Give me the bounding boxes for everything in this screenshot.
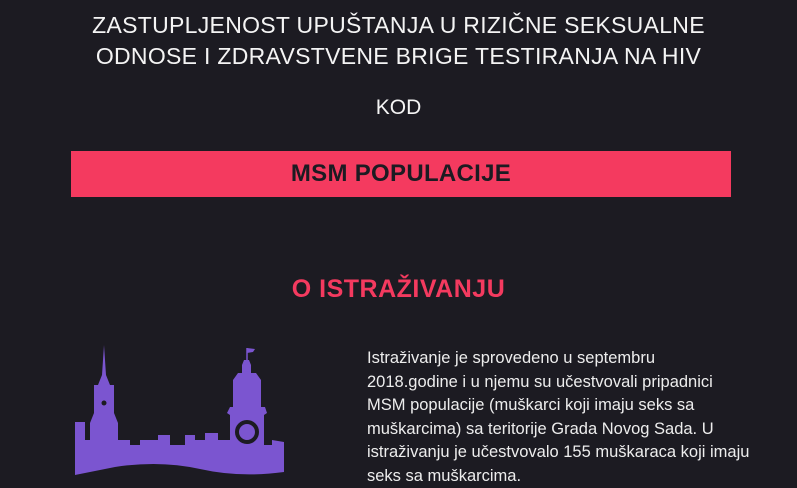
- paragraph-line: MSM populacije (muškarci koji imaju seks…: [367, 394, 787, 418]
- city-skyline-icon: [70, 345, 290, 480]
- page-title: ZASTUPLJENOST UPUŠTANJA U RIZIČNE SEKSUA…: [0, 10, 797, 72]
- section-heading: O ISTRAŽIVANJU: [0, 275, 797, 304]
- subtitle: KOD: [0, 96, 797, 120]
- banner-text: MSM POPULACIJE: [291, 160, 511, 188]
- paragraph-line: istraživanju je učestvovalo 155 muškarac…: [367, 441, 787, 465]
- population-banner: MSM POPULACIJE: [71, 151, 731, 197]
- paragraph-line: Istraživanje je sprovedeno u septembru: [367, 347, 787, 371]
- paragraph-line: 2018.godine i u njemu su učestvovali pri…: [367, 371, 787, 395]
- study-description: Istraživanje je sprovedeno u septembru 2…: [367, 347, 787, 488]
- paragraph-line: muškarcima) sa teritorije Grada Novog Sa…: [367, 418, 787, 442]
- paragraph-line: seks sa muškarcima.: [367, 465, 787, 488]
- title-line: ZASTUPLJENOST UPUŠTANJA U RIZIČNE SEKSUA…: [0, 10, 797, 41]
- title-line: ODNOSE I ZDRAVSTVENE BRIGE TESTIRANJA NA…: [0, 41, 797, 72]
